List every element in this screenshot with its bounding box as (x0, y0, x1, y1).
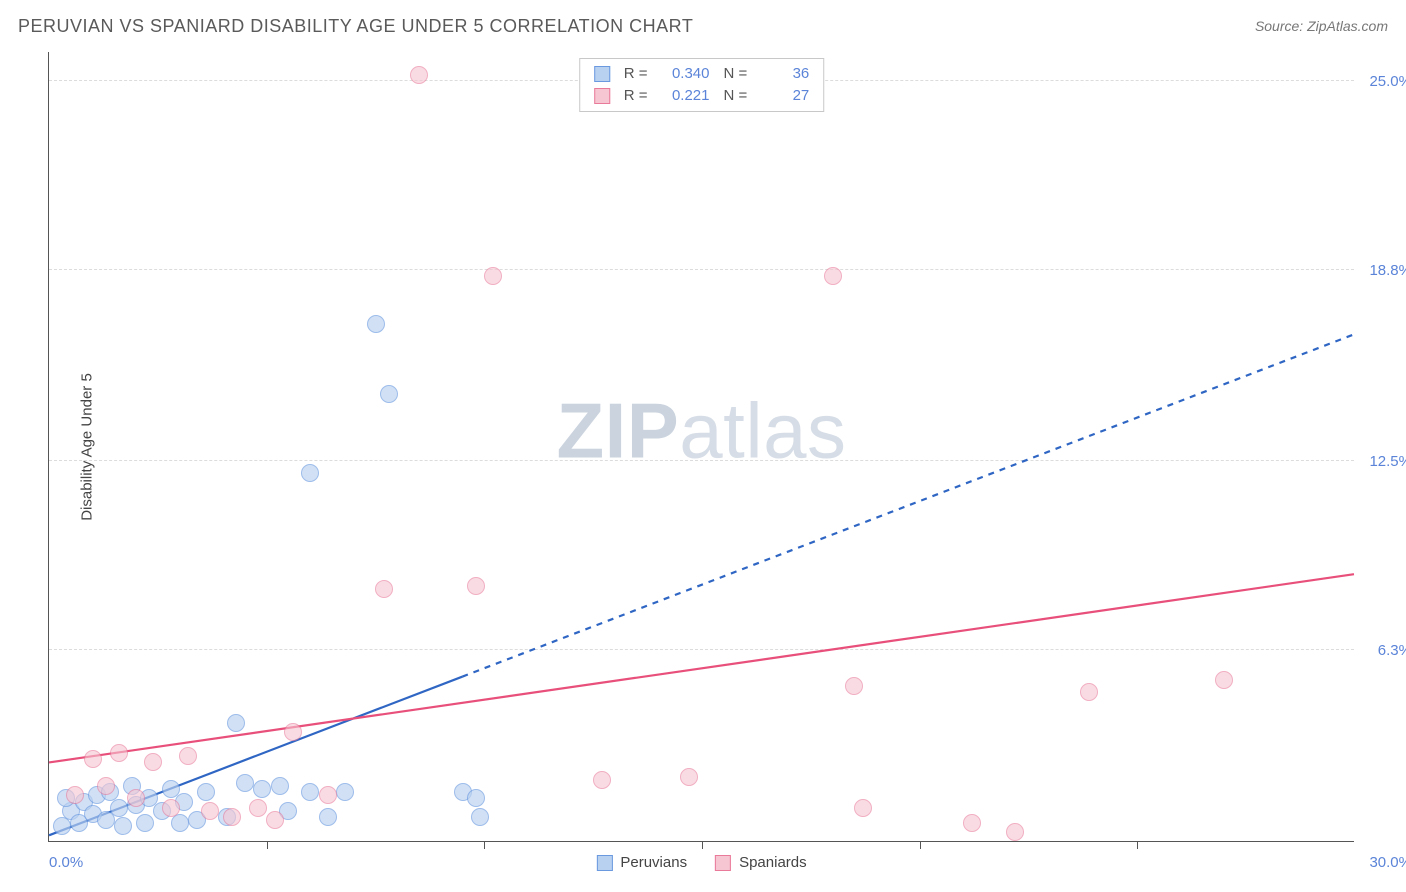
chart-container: PERUVIAN VS SPANIARD DISABILITY AGE UNDE… (0, 0, 1406, 892)
data-point-spaniards (179, 747, 197, 765)
data-point-spaniards (680, 768, 698, 786)
series-legend-item-1: Spaniards (715, 854, 807, 871)
data-point-peruvians (114, 817, 132, 835)
data-point-spaniards (1215, 671, 1233, 689)
legend-swatch-peruvians (594, 66, 610, 82)
data-point-peruvians (197, 783, 215, 801)
series-label-spaniards: Spaniards (739, 854, 807, 871)
x-tick (267, 841, 268, 849)
source-attribution: Source: ZipAtlas.com (1255, 18, 1388, 34)
header: PERUVIAN VS SPANIARD DISABILITY AGE UNDE… (18, 12, 1388, 40)
data-point-peruvians (110, 799, 128, 817)
data-point-peruvians (236, 774, 254, 792)
n-value-spaniards: 27 (761, 85, 809, 107)
correlation-legend-row-1: R = 0.221 N = 27 (594, 85, 810, 107)
data-point-spaniards (144, 753, 162, 771)
data-point-peruvians (380, 385, 398, 403)
data-point-peruvians (336, 783, 354, 801)
x-axis-max-label: 30.0% (1360, 854, 1406, 871)
data-point-spaniards (319, 786, 337, 804)
data-point-peruvians (319, 808, 337, 826)
legend-swatch-peruvians (596, 855, 612, 871)
y-tick-label: 12.5% (1360, 453, 1406, 470)
data-point-peruvians (227, 714, 245, 732)
data-point-spaniards (84, 750, 102, 768)
y-tick-label: 18.8% (1360, 262, 1406, 279)
data-point-spaniards (249, 799, 267, 817)
n-value-peruvians: 36 (761, 63, 809, 85)
data-point-spaniards (223, 808, 241, 826)
data-point-spaniards (266, 811, 284, 829)
correlation-legend-row-0: R = 0.340 N = 36 (594, 63, 810, 85)
legend-swatch-spaniards (594, 88, 610, 104)
data-point-peruvians (253, 780, 271, 798)
data-point-spaniards (284, 723, 302, 741)
data-point-spaniards (593, 771, 611, 789)
data-point-spaniards (484, 267, 502, 285)
r-label: R = (624, 63, 648, 85)
data-point-spaniards (1006, 823, 1024, 841)
data-point-peruvians (301, 783, 319, 801)
data-point-spaniards (110, 744, 128, 762)
data-point-spaniards (127, 789, 145, 807)
correlation-legend: R = 0.340 N = 36 R = 0.221 N = 27 (579, 58, 825, 112)
data-point-spaniards (467, 577, 485, 595)
n-label: N = (724, 63, 748, 85)
data-point-spaniards (410, 66, 428, 84)
data-point-peruvians (467, 789, 485, 807)
n-label: N = (724, 85, 748, 107)
x-tick (484, 841, 485, 849)
data-point-peruvians (136, 814, 154, 832)
chart-plot-area: Disability Age Under 5 6.3%12.5%18.8%25.… (48, 52, 1354, 842)
data-point-spaniards (375, 580, 393, 598)
series-label-peruvians: Peruvians (620, 854, 687, 871)
x-tick (702, 841, 703, 849)
r-value-spaniards: 0.221 (662, 85, 710, 107)
data-point-peruvians (171, 814, 189, 832)
scatter-points (49, 52, 1354, 841)
x-tick (920, 841, 921, 849)
r-value-peruvians: 0.340 (662, 63, 710, 85)
series-legend: Peruvians Spaniards (596, 854, 806, 871)
data-point-spaniards (854, 799, 872, 817)
r-label: R = (624, 85, 648, 107)
x-tick (1137, 841, 1138, 849)
data-point-peruvians (271, 777, 289, 795)
y-tick-label: 6.3% (1360, 642, 1406, 659)
data-point-spaniards (963, 814, 981, 832)
x-axis-min-label: 0.0% (49, 854, 83, 871)
chart-title: PERUVIAN VS SPANIARD DISABILITY AGE UNDE… (18, 16, 693, 37)
legend-swatch-spaniards (715, 855, 731, 871)
data-point-peruvians (301, 464, 319, 482)
data-point-spaniards (845, 677, 863, 695)
data-point-spaniards (97, 777, 115, 795)
data-point-spaniards (824, 267, 842, 285)
data-point-spaniards (201, 802, 219, 820)
data-point-peruvians (471, 808, 489, 826)
data-point-peruvians (367, 315, 385, 333)
series-legend-item-0: Peruvians (596, 854, 687, 871)
data-point-spaniards (1080, 683, 1098, 701)
data-point-spaniards (162, 799, 180, 817)
data-point-spaniards (66, 786, 84, 804)
y-tick-label: 25.0% (1360, 73, 1406, 90)
